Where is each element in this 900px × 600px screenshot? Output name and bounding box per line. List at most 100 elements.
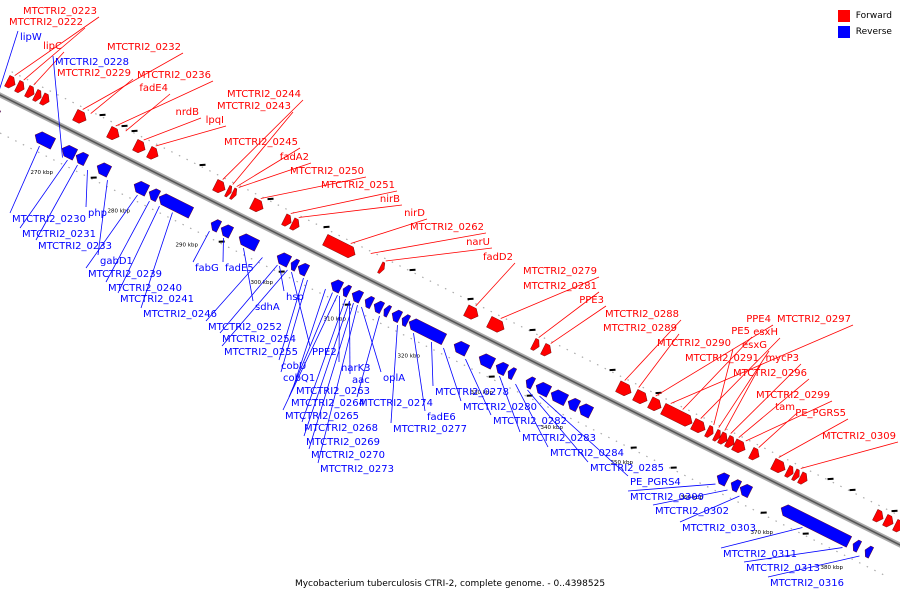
forward-gene-label-leader [125, 93, 171, 132]
reverse-gene-8 [210, 219, 223, 233]
feature-tick-upper-6 [409, 268, 416, 272]
reverse-gene-label: narK3 [341, 363, 371, 374]
forward-gene-label: esxG [742, 340, 767, 351]
reverse-gene-label: MTCTRI2_0277 [393, 424, 467, 435]
reverse-gene-label-leader [390, 325, 398, 424]
reverse-gene-label: MTCTRI2_0263 [296, 386, 370, 397]
forward-gene-label-leader [475, 262, 516, 307]
scale-tick-label: 330 kbp [471, 390, 494, 396]
scale-tick-label: 280 kbp [108, 209, 131, 215]
forward-gene-37 [882, 514, 894, 528]
feature-tick-upper-9 [609, 368, 616, 372]
forward-gene-label-leader [730, 363, 802, 434]
reverse-gene-label-leader [9, 145, 40, 214]
reverse-gene-label: cobU [281, 361, 306, 372]
reverse-gene-label: fabG [195, 263, 219, 274]
forward-gene-label-leader [758, 412, 798, 448]
forward-gene-label-leader [143, 117, 202, 141]
forward-gene-18 [486, 316, 505, 333]
forward-gene-label-leader [800, 441, 899, 469]
forward-gene-16 [377, 261, 386, 274]
feature-tick-lower-0 [90, 176, 97, 179]
forward-gene-label-leader [232, 111, 294, 185]
feature-tick-upper-8 [529, 328, 536, 332]
reverse-gene-label: MTCTRI2_0285 [590, 463, 664, 474]
reverse-gene-label-leader [291, 271, 311, 347]
forward-gene-label-leader [155, 125, 227, 147]
forward-gene-label-leader [350, 218, 428, 244]
reverse-gene-label-leader [499, 375, 521, 433]
reverse-gene-label-leader [219, 264, 278, 334]
forward-gene-label: MTCTRI2_0223 [23, 6, 97, 17]
reverse-gene-label-leader [465, 358, 492, 416]
reverse-gene-label: MTCTRI2_0270 [311, 450, 385, 461]
forward-gene-label-leader [298, 204, 403, 218]
forward-gene-label-leader [370, 232, 487, 254]
reverse-gene-label-leader [52, 55, 63, 158]
reverse-gene-label-leader [85, 194, 138, 269]
forward-gene-3 [32, 89, 42, 102]
reverse-gene-label: MTCTRI2_0316 [770, 578, 844, 589]
forward-gene-5 [72, 109, 87, 124]
reverse-gene-26 [507, 367, 518, 381]
reverse-gene-35 [780, 504, 853, 548]
reverse-gene-label: MTCTRI2_0240 [108, 283, 182, 294]
forward-gene-label: MTCTRI2_0232 [107, 42, 181, 53]
reverse-swatch [837, 26, 850, 38]
forward-gene-label-leader [655, 324, 774, 397]
reverse-gene-label-leader [19, 159, 68, 229]
forward-gene-label: fadD2 [483, 252, 513, 263]
forward-gene-15 [322, 234, 356, 259]
feature-tick-lower-6 [630, 446, 637, 449]
forward-gene-label: PPE4 [746, 314, 771, 325]
forward-gene-36 [872, 509, 884, 523]
forward-gene-label-leader [738, 378, 810, 438]
reverse-gene-label-leader [105, 200, 150, 283]
forward-gene-label: MTCTRI2_0222 [9, 17, 83, 28]
reverse-gene-label: hsp [286, 292, 304, 303]
reverse-gene-label: MTCTRI2_0313 [746, 563, 820, 574]
reverse-gene-36 [852, 539, 863, 553]
reverse-gene-5 [133, 181, 151, 197]
reverse-gene-7 [158, 193, 195, 219]
forward-gene-28 [717, 431, 728, 445]
forward-gene-label-leader [713, 348, 734, 426]
legend-item-forward: Forward [837, 8, 892, 24]
reverse-gene-label: fadE6 [427, 412, 456, 423]
forward-gene-label: lpqI [206, 115, 224, 126]
forward-gene-2 [24, 85, 35, 99]
forward-gene-23 [647, 396, 662, 412]
reverse-gene-label: MTCTRI2_0303 [682, 523, 756, 534]
reverse-gene-19 [383, 305, 393, 318]
reverse-gene-label: MTCTRI2_0278 [435, 387, 509, 398]
feature-tick-lower-2 [278, 270, 285, 273]
reverse-gene-label: lipW [20, 32, 42, 43]
feature-tick-upper-0 [99, 113, 106, 117]
forward-gene-32 [770, 458, 786, 474]
forward-gene-label-leader [638, 333, 680, 388]
reverse-gene-16 [351, 290, 365, 304]
reverse-gene-23 [453, 341, 471, 357]
reverse-gene-label: MTCTRI2_0228 [55, 57, 129, 68]
reverse-gene-label: MTCTRI2_0255 [224, 347, 298, 358]
forward-gene-24 [660, 403, 693, 427]
forward-gene-label-leader [624, 319, 682, 381]
forward-gene-label: MTCTRI2_0299 [756, 390, 830, 401]
forward-gene-label: mycP3 [765, 353, 799, 364]
reverse-gene-label: MTCTRI2_0302 [655, 506, 729, 517]
scale-tick-label: 350 kbp [611, 460, 634, 466]
reverse-gene-label: aac [352, 375, 370, 386]
forward-gene-27 [712, 429, 721, 442]
forward-gene-label-leader [700, 337, 781, 419]
forward-gene-20 [540, 343, 552, 357]
forward-gene-label-leader [23, 27, 86, 81]
reverse-gene-label: MTCTRI2_0233 [38, 241, 112, 252]
reverse-gene-label-leader [117, 205, 160, 294]
forward-gene-label: MTCTRI2_0290 [657, 338, 731, 349]
legend: Forward Reverse [837, 8, 892, 40]
forward-gene-label: nrdB [176, 107, 200, 118]
feature-tick-upper-12 [849, 488, 856, 492]
forward-swatch [837, 10, 850, 22]
